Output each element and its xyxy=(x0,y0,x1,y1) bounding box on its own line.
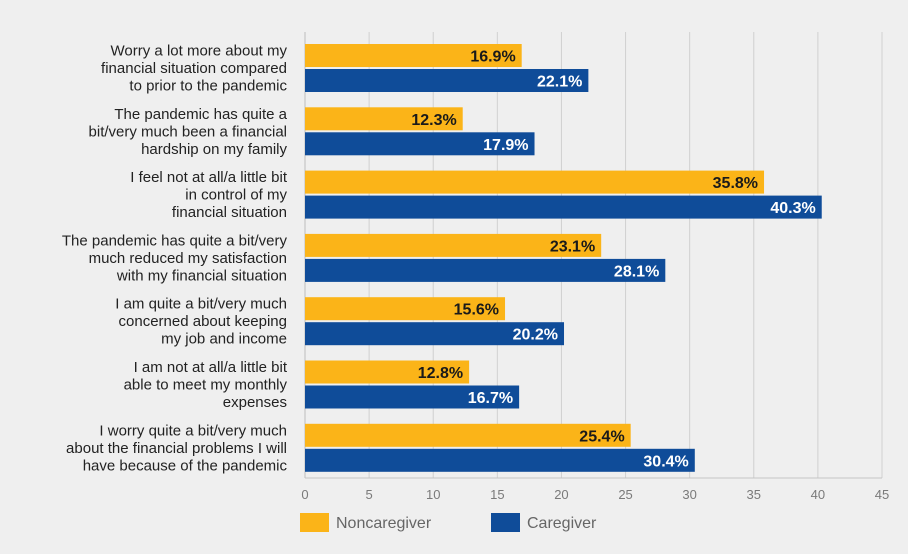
category-label: about the financial problems I will xyxy=(66,440,287,457)
tick-label: 20 xyxy=(554,487,568,502)
category-label: much reduced my satisfaction xyxy=(89,250,287,267)
legend-label-noncaregiver: Noncaregiver xyxy=(336,515,432,532)
bar-caregiver xyxy=(305,322,565,346)
data-label: 16.9% xyxy=(470,49,515,66)
tick-label: 5 xyxy=(365,487,372,502)
data-label: 15.6% xyxy=(454,302,499,319)
category-label: I am quite a bit/very much xyxy=(115,296,287,313)
bar-noncaregiver xyxy=(305,233,602,257)
category-label: able to meet my monthly xyxy=(124,377,288,394)
tick-label: 35 xyxy=(747,487,761,502)
category-label: with my financial situation xyxy=(116,267,287,284)
tick-label: 30 xyxy=(682,487,696,502)
category-label: The pandemic has quite a xyxy=(114,106,287,123)
legend: Noncaregiver Caregiver xyxy=(300,513,597,532)
tick-label: 15 xyxy=(490,487,504,502)
tick-label: 0 xyxy=(301,487,308,502)
bar-noncaregiver xyxy=(305,44,522,67)
category-label: I worry quite a bit/very much xyxy=(99,422,287,439)
data-label: 23.1% xyxy=(550,238,595,255)
x-axis-ticks: 0 5 10 15 20 25 30 35 40 45 xyxy=(301,487,889,502)
bar-caregiver xyxy=(305,132,535,156)
bar-caregiver xyxy=(305,385,520,409)
category-label: I am not at all/a little bit xyxy=(134,359,288,376)
data-label: 12.3% xyxy=(411,112,456,129)
data-label: 20.2% xyxy=(513,327,558,344)
data-label: 16.7% xyxy=(468,390,513,407)
legend-label-caregiver: Caregiver xyxy=(527,515,597,532)
bar-caregiver xyxy=(305,258,666,282)
data-label: 35.8% xyxy=(713,175,758,192)
bar-caregiver xyxy=(305,195,822,219)
data-label: 25.4% xyxy=(579,428,624,445)
legend-swatch-noncaregiver xyxy=(300,513,329,532)
bar-noncaregiver xyxy=(305,297,506,321)
legend-swatch-caregiver xyxy=(491,513,520,532)
data-label: 40.3% xyxy=(770,200,815,217)
category-label: Worry a lot more about my xyxy=(111,43,288,60)
tick-label: 40 xyxy=(811,487,825,502)
category-label: financial situation compared xyxy=(101,60,287,77)
category-label: expenses xyxy=(223,394,287,411)
bar-noncaregiver xyxy=(305,423,631,447)
category-label: to prior to the pandemic xyxy=(129,78,287,95)
data-label: 22.1% xyxy=(537,74,582,91)
data-label: 28.1% xyxy=(614,263,659,280)
category-label: my job and income xyxy=(161,331,287,348)
category-label: bit/very much been a financial xyxy=(89,123,287,140)
category-label: have because of the pandemic xyxy=(83,457,288,474)
bar-noncaregiver xyxy=(305,170,765,194)
bar-noncaregiver xyxy=(305,360,470,384)
data-label: 17.9% xyxy=(483,137,528,154)
category-label: I feel not at all/a little bit xyxy=(130,169,288,186)
category-label: concerned about keeping xyxy=(119,313,287,330)
bar-caregiver xyxy=(305,69,589,92)
tick-label: 25 xyxy=(618,487,632,502)
bars: 16.9% 22.1% 12.3% 17.9% 35.8% 40.3% 23.1% 28.1%… xyxy=(305,44,822,472)
data-label: 30.4% xyxy=(643,453,688,470)
tick-label: 45 xyxy=(875,487,889,502)
tick-label: 10 xyxy=(426,487,440,502)
category-label: The pandemic has quite a bit/very xyxy=(62,232,288,249)
data-label: 12.8% xyxy=(418,365,463,382)
bar-caregiver xyxy=(305,448,695,472)
bar-noncaregiver xyxy=(305,107,463,131)
category-label: hardship on my family xyxy=(141,141,287,158)
category-label: in control of my xyxy=(185,187,287,204)
category-label: financial situation xyxy=(172,204,287,221)
